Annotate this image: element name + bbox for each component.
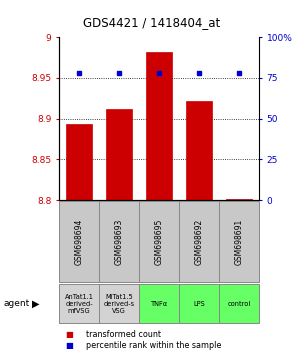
Bar [226, 199, 252, 200]
Bar [59, 201, 99, 282]
Text: AnTat1.1
derived-
mfVSG: AnTat1.1 derived- mfVSG [65, 293, 94, 314]
Bar [146, 52, 172, 200]
Text: transformed count: transformed count [86, 330, 161, 339]
Bar [139, 284, 179, 323]
Text: control: control [228, 301, 251, 307]
Bar [219, 201, 259, 282]
Text: TNFα: TNFα [151, 301, 168, 307]
Bar [99, 284, 139, 323]
Text: GSM698694: GSM698694 [75, 218, 84, 265]
Bar [66, 124, 92, 200]
Bar [186, 102, 212, 200]
Text: LPS: LPS [193, 301, 205, 307]
Text: ■: ■ [65, 330, 73, 339]
Text: GSM698692: GSM698692 [195, 218, 204, 265]
Text: GSM698695: GSM698695 [155, 218, 164, 265]
Bar [59, 284, 99, 323]
Bar [179, 201, 219, 282]
Bar [139, 201, 179, 282]
Bar [99, 201, 139, 282]
Bar [106, 109, 132, 200]
Text: GDS4421 / 1418404_at: GDS4421 / 1418404_at [83, 16, 220, 29]
Text: MiTat1.5
derived-s
VSG: MiTat1.5 derived-s VSG [104, 293, 135, 314]
Text: GSM698691: GSM698691 [235, 218, 244, 265]
Text: GSM698693: GSM698693 [115, 218, 124, 265]
Bar [179, 284, 219, 323]
Text: ■: ■ [65, 341, 73, 350]
Bar [219, 284, 259, 323]
Text: agent: agent [3, 299, 29, 308]
Text: ▶: ▶ [32, 298, 39, 309]
Text: percentile rank within the sample: percentile rank within the sample [86, 341, 222, 350]
